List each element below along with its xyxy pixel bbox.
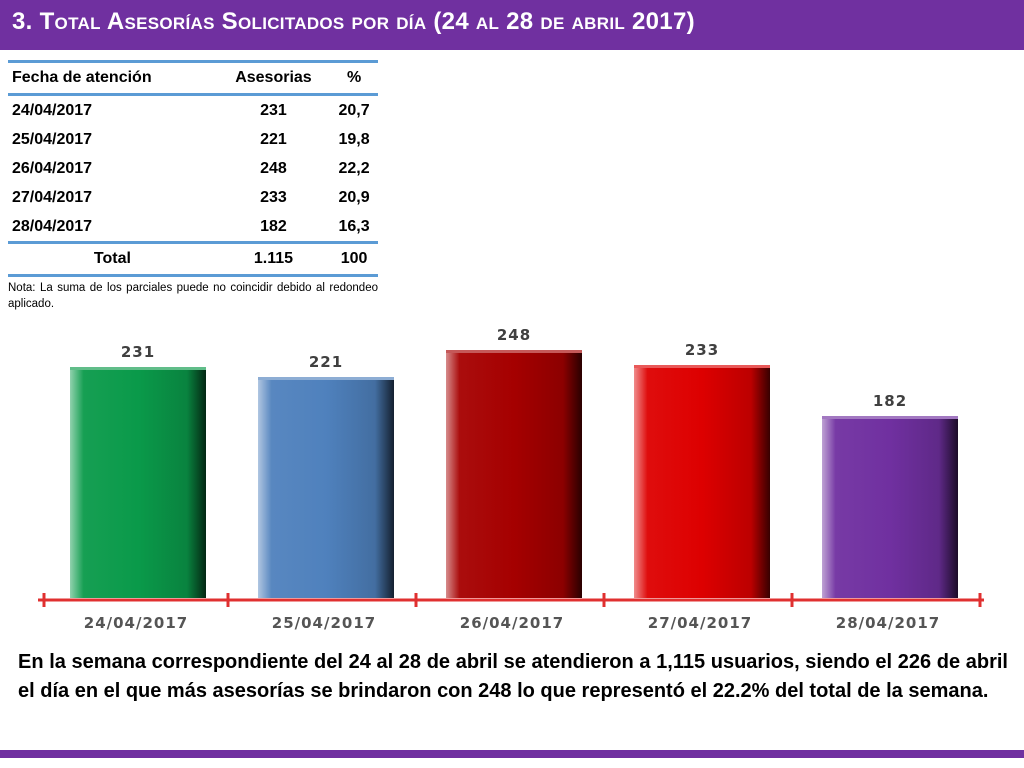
bar-data-label: 231 xyxy=(121,343,155,361)
table-cell-date: 27/04/2017 xyxy=(12,188,93,206)
bar-data-label: 221 xyxy=(309,353,343,371)
bar-data-label: 182 xyxy=(873,392,907,410)
header-bar: 3. Total Asesorías Solicitados por día (… xyxy=(0,0,1024,50)
column-header-percent: % xyxy=(346,69,362,86)
bar-chart: 231 24/04/2017 221 25/04/2017 248 26/04/2017 2… xyxy=(38,326,984,632)
total-count: 1.115 xyxy=(253,250,294,267)
data-table: Fecha de atención Asesorias % 24/04/2017… xyxy=(8,60,378,277)
labels-layer: 231 24/04/2017 221 25/04/2017 248 26/04/2017 2… xyxy=(84,326,940,632)
table-cell-date: 25/04/2017 xyxy=(12,130,93,148)
table-cell-count: 233 xyxy=(260,188,287,206)
table-cell-date: 24/04/2017 xyxy=(12,101,93,119)
table-cell-percent: 22,2 xyxy=(338,159,370,177)
table-row: 25/04/2017 221 19,8 xyxy=(8,125,378,154)
table-cell-percent: 19,8 xyxy=(338,130,370,148)
table-header-row: Fecha de atención Asesorias % xyxy=(8,61,378,95)
table-row: 24/04/2017 231 20,7 xyxy=(8,95,378,126)
table-cell-count: 221 xyxy=(260,130,287,148)
table-cell-count: 248 xyxy=(260,159,287,177)
total-percent: 100 xyxy=(340,250,368,267)
bar-data-label: 233 xyxy=(685,341,719,359)
bar-top-edge xyxy=(258,377,394,380)
page-title: 3. Total Asesorías Solicitados por día (… xyxy=(12,8,695,35)
bar-top-edge xyxy=(446,350,582,353)
bars-layer xyxy=(70,350,958,598)
bar-top-edge xyxy=(634,365,770,368)
bar xyxy=(822,416,958,598)
table-cell-count: 231 xyxy=(260,101,287,119)
x-axis xyxy=(38,593,984,607)
table-cell-date: 28/04/2017 xyxy=(12,217,93,235)
x-tick-label: 24/04/2017 xyxy=(84,614,188,632)
table-cell-date: 26/04/2017 xyxy=(12,159,93,177)
column-header-count: Asesorias xyxy=(235,69,312,86)
bar xyxy=(258,377,394,598)
bar xyxy=(70,367,206,598)
data-table-container: Fecha de atención Asesorias % 24/04/2017… xyxy=(8,60,378,312)
footer-bar xyxy=(0,750,1024,758)
table-cell-percent: 20,7 xyxy=(338,101,370,119)
table-cell-count: 182 xyxy=(260,217,287,235)
table-cell-percent: 20,9 xyxy=(338,188,370,206)
bar xyxy=(446,350,582,598)
x-tick-label: 26/04/2017 xyxy=(460,614,564,632)
table-cell-percent: 16,3 xyxy=(338,217,370,235)
bar-top-edge xyxy=(822,416,958,419)
total-label: Total xyxy=(93,250,131,267)
summary-text: En la semana correspondiente del 24 al 2… xyxy=(18,651,1008,702)
bar-data-label: 248 xyxy=(497,326,531,344)
table-row: 27/04/2017 233 20,9 xyxy=(8,183,378,212)
x-tick-label: 27/04/2017 xyxy=(648,614,752,632)
bar-top-edge xyxy=(70,367,206,370)
table-total-row: Total 1.115 100 xyxy=(8,243,378,276)
column-header-date: Fecha de atención xyxy=(12,69,152,86)
table-row: 28/04/2017 182 16,3 xyxy=(8,212,378,243)
x-tick-label: 25/04/2017 xyxy=(272,614,376,632)
bar xyxy=(634,365,770,598)
table-note: Nota: La suma de los parciales puede no … xyxy=(8,282,378,310)
x-tick-label: 28/04/2017 xyxy=(836,614,940,632)
table-row: 26/04/2017 248 22,2 xyxy=(8,154,378,183)
